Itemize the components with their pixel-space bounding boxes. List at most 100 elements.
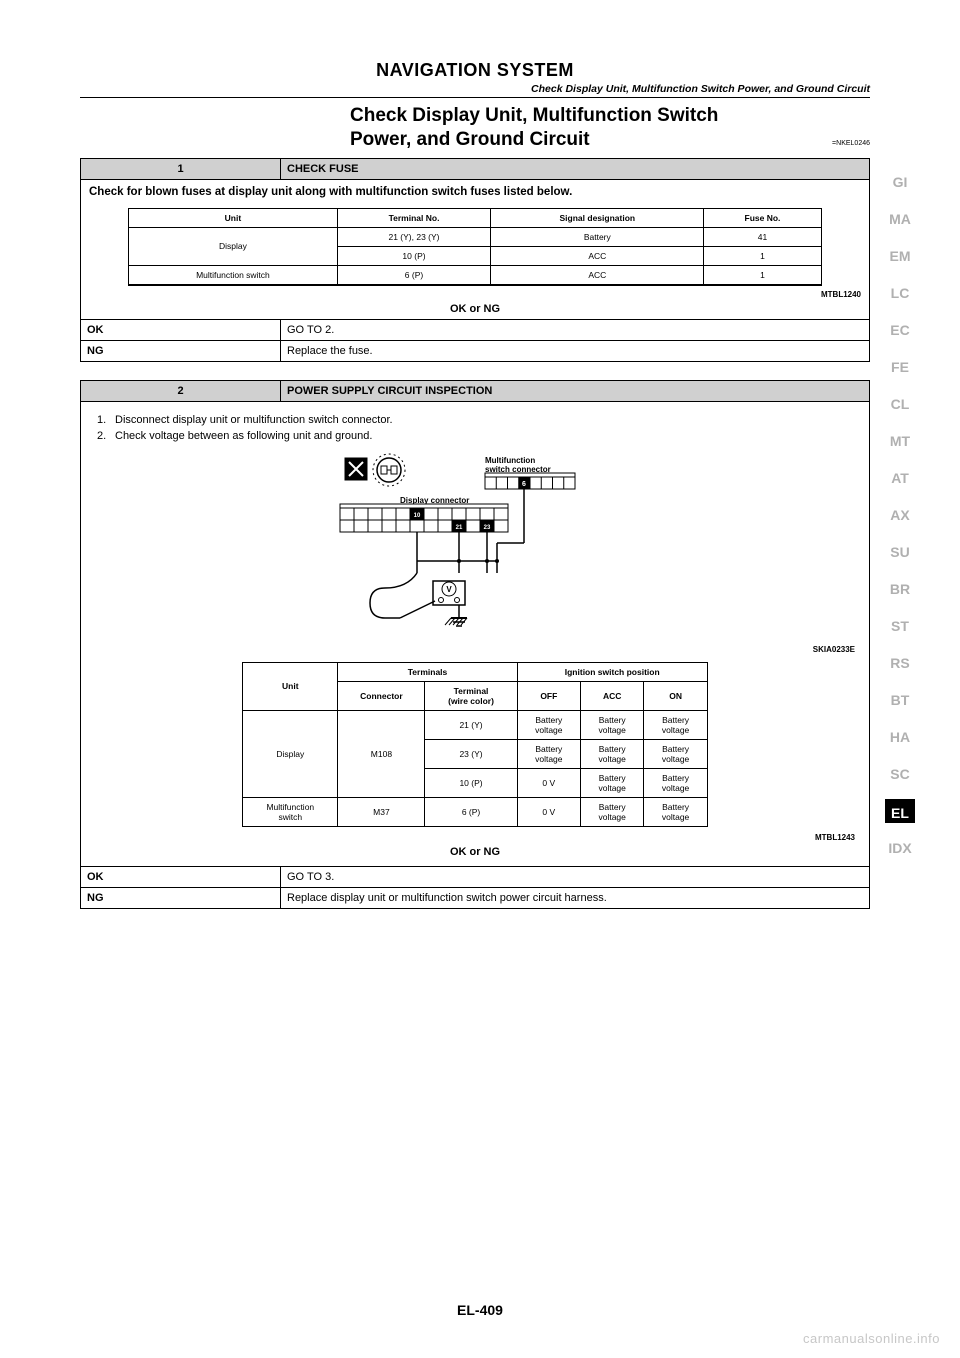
t2-r0-term: 21 (Y) bbox=[425, 710, 517, 739]
step1-ng-action: Replace the fuse. bbox=[281, 340, 870, 361]
t2-r0-on: Battery voltage bbox=[644, 710, 707, 739]
t2-r1-on: Battery voltage bbox=[644, 739, 707, 768]
t1-r0c2: Battery bbox=[491, 227, 704, 246]
page: NAVIGATION SYSTEM Check Display Unit, Mu… bbox=[0, 0, 960, 1358]
step2-ok-action: GO TO 3. bbox=[281, 866, 870, 887]
tab-su[interactable]: SU bbox=[885, 540, 915, 564]
t2-r1-off: Battery voltage bbox=[517, 739, 580, 768]
t1-r1c2: ACC bbox=[491, 246, 704, 265]
t1-r0c3: 41 bbox=[704, 227, 822, 246]
tab-ha[interactable]: HA bbox=[885, 725, 915, 749]
step2-ng-label: NG bbox=[81, 887, 281, 908]
step2-box: 2 POWER SUPPLY CIRCUIT INSPECTION 1.Disc… bbox=[80, 380, 870, 909]
page-number: EL-409 bbox=[0, 1302, 960, 1318]
step1-ok-label: OK bbox=[81, 319, 281, 340]
t1-r1c1: 10 (P) bbox=[337, 246, 491, 265]
step1-ng-label: NG bbox=[81, 340, 281, 361]
tab-gi[interactable]: GI bbox=[885, 170, 915, 194]
svg-text:23: 23 bbox=[484, 525, 491, 531]
t2-h-ign: Ignition switch position bbox=[517, 662, 707, 681]
t2-h-acc: ACC bbox=[581, 681, 644, 710]
step2-notes: 1.Disconnect display unit or multifuncti… bbox=[87, 406, 863, 447]
main-column: NAVIGATION SYSTEM Check Display Unit, Mu… bbox=[80, 60, 870, 909]
svg-text:6: 6 bbox=[522, 481, 526, 488]
t2-r2-on: Battery voltage bbox=[644, 768, 707, 797]
section-heading-line2: Power, and Ground Circuit bbox=[350, 129, 590, 150]
t2-h-term: Terminal (wire color) bbox=[425, 681, 517, 710]
t1-r2c3: 1 bbox=[704, 265, 822, 285]
t2-r0-acc: Battery voltage bbox=[581, 710, 644, 739]
diagram-ref: SKIA0233E bbox=[87, 645, 863, 658]
tab-at[interactable]: AT bbox=[885, 466, 915, 490]
t2-h-on: ON bbox=[644, 681, 707, 710]
t1-r2c1: 6 (P) bbox=[337, 265, 491, 285]
t2-r3-conn: M37 bbox=[338, 797, 425, 826]
tab-sc[interactable]: SC bbox=[885, 762, 915, 786]
tab-st[interactable]: ST bbox=[885, 614, 915, 638]
t2-r3-off: 0 V bbox=[517, 797, 580, 826]
t1-h-fuse: Fuse No. bbox=[704, 208, 822, 227]
tab-ax[interactable]: AX bbox=[885, 503, 915, 527]
t1-r2c2: ACC bbox=[491, 265, 704, 285]
t2-h-unit: Unit bbox=[243, 662, 338, 710]
step1-fuse-table: Unit Terminal No. Signal designation Fus… bbox=[128, 208, 821, 286]
t2-h-conn: Connector bbox=[338, 681, 425, 710]
svg-text:V: V bbox=[446, 585, 452, 594]
note1-n: 1. bbox=[97, 412, 115, 429]
wiring-diagram: Multifunction switch connector 6 bbox=[285, 453, 665, 643]
section-tabs: GI MA EM LC EC FE CL MT AT AX SU BR ST R… bbox=[885, 170, 915, 860]
tab-idx[interactable]: IDX bbox=[885, 836, 915, 860]
t2-r0-conn: M108 bbox=[338, 710, 425, 797]
step1-okng: OK or NG bbox=[81, 299, 869, 319]
step2-ng-action: Replace display unit or multifunction sw… bbox=[281, 887, 870, 908]
section-heading-line1: Check Display Unit, Multifunction Switch bbox=[350, 105, 718, 126]
note2-t: Check voltage between as following unit … bbox=[115, 428, 372, 445]
svg-text:10: 10 bbox=[414, 513, 421, 519]
step1-num: 1 bbox=[81, 158, 281, 179]
subtitle: Check Display Unit, Multifunction Switch… bbox=[80, 83, 870, 98]
note1-t: Disconnect display unit or multifunction… bbox=[115, 412, 393, 429]
t2-r1-term: 23 (Y) bbox=[425, 739, 517, 768]
step2-title: POWER SUPPLY CIRCUIT INSPECTION bbox=[281, 380, 870, 401]
tab-mt[interactable]: MT bbox=[885, 429, 915, 453]
note2-n: 2. bbox=[97, 428, 115, 445]
t1-h-sig: Signal designation bbox=[491, 208, 704, 227]
t2-r0-unit: Display bbox=[243, 710, 338, 797]
step1-title: CHECK FUSE bbox=[281, 158, 870, 179]
tab-cl[interactable]: CL bbox=[885, 392, 915, 416]
step1-instruction: Check for blown fuses at display unit al… bbox=[81, 180, 869, 204]
t2-r3-acc: Battery voltage bbox=[581, 797, 644, 826]
step2-table-ref: MTBL1243 bbox=[87, 831, 863, 842]
t1-r0c0: Display bbox=[129, 227, 337, 265]
t2-r2-off: 0 V bbox=[517, 768, 580, 797]
step1-table-ref: MTBL1240 bbox=[81, 288, 869, 299]
t2-r3-term: 6 (P) bbox=[425, 797, 517, 826]
svg-text:Multifunction: Multifunction bbox=[485, 456, 535, 465]
section-heading: Check Display Unit, Multifunction Switch… bbox=[80, 104, 870, 152]
tab-lc[interactable]: LC bbox=[885, 281, 915, 305]
t1-r1c3: 1 bbox=[704, 246, 822, 265]
step2-ok-label: OK bbox=[81, 866, 281, 887]
t2-h-terminals: Terminals bbox=[338, 662, 517, 681]
t2-r2-term: 10 (P) bbox=[425, 768, 517, 797]
t2-r1-acc: Battery voltage bbox=[581, 739, 644, 768]
tab-br[interactable]: BR bbox=[885, 577, 915, 601]
system-title: NAVIGATION SYSTEM bbox=[80, 60, 870, 81]
t2-r3-on: Battery voltage bbox=[644, 797, 707, 826]
watermark: carmanualsonline.info bbox=[803, 1331, 940, 1346]
tab-fe[interactable]: FE bbox=[885, 355, 915, 379]
tab-em[interactable]: EM bbox=[885, 244, 915, 268]
tab-ma[interactable]: MA bbox=[885, 207, 915, 231]
step2-voltage-table: Unit Terminals Ignition switch position … bbox=[242, 662, 708, 827]
section-ref: =NKEL0246 bbox=[832, 140, 870, 149]
t1-h-term: Terminal No. bbox=[337, 208, 491, 227]
tab-ec[interactable]: EC bbox=[885, 318, 915, 342]
t1-h-unit: Unit bbox=[129, 208, 337, 227]
t1-r2c0: Multifunction switch bbox=[129, 265, 337, 285]
tab-bt[interactable]: BT bbox=[885, 688, 915, 712]
tab-el[interactable]: EL bbox=[885, 799, 915, 823]
step1-ok-action: GO TO 2. bbox=[281, 319, 870, 340]
tab-rs[interactable]: RS bbox=[885, 651, 915, 675]
t2-r0-off: Battery voltage bbox=[517, 710, 580, 739]
t2-h-off: OFF bbox=[517, 681, 580, 710]
